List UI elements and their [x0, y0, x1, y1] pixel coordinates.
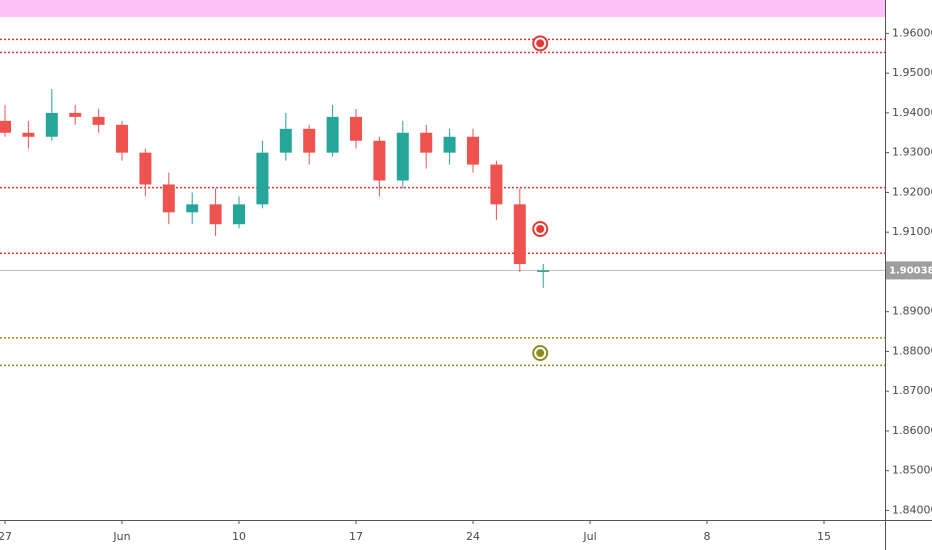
y-tick-label: 1.84000	[892, 503, 932, 516]
x-tick-label: 10	[232, 530, 246, 543]
price-label-bg	[886, 261, 932, 280]
candle-body	[162, 184, 175, 213]
x-tick-label: Jul	[582, 530, 596, 543]
y-tick-label: 1.85000	[892, 464, 932, 477]
candle-body	[420, 132, 433, 153]
y-tick-label: 1.94000	[892, 106, 932, 119]
candle-body	[467, 136, 479, 165]
x-tick-label: 24	[466, 530, 480, 543]
y-tick-label: 1.86000	[892, 424, 932, 437]
shaded-band	[0, 0, 885, 18]
y-tick-label: 1.92000	[892, 185, 932, 198]
candle-body	[303, 128, 316, 153]
y-tick-label: 1.91000	[892, 225, 932, 238]
candle-body	[350, 116, 362, 141]
alert-marker-dot	[536, 224, 545, 233]
candle-body	[513, 204, 526, 264]
candle-body	[209, 204, 222, 225]
candle-body	[139, 152, 152, 185]
candle-body	[186, 204, 199, 213]
candle-body	[396, 132, 409, 181]
y-tick-label: 1.87000	[892, 384, 932, 397]
y-tick-label: 1.88000	[892, 344, 932, 357]
candle-body	[0, 120, 11, 133]
candle-body	[22, 132, 35, 137]
candle-body	[537, 270, 550, 272]
x-tick-label: 8	[704, 530, 711, 543]
y-tick-label: 1.89000	[892, 305, 932, 318]
x-tick-label: 27	[0, 530, 12, 543]
candle-body	[490, 164, 503, 205]
candle-body	[92, 116, 105, 125]
y-tick-label: 1.93000	[892, 146, 932, 159]
candle-body	[45, 112, 58, 137]
candle-body	[373, 140, 386, 181]
alert-marker-dot	[536, 349, 545, 358]
candle-body	[69, 112, 82, 117]
y-tick-label: 1.96000	[892, 26, 932, 39]
alert-marker-dot	[536, 39, 545, 48]
candle-body	[326, 116, 339, 153]
y-tick-label: 1.95000	[892, 66, 932, 79]
price-label: 1.90038	[889, 265, 932, 276]
candle-body	[279, 128, 292, 153]
x-tick-label: 15	[817, 530, 831, 543]
x-tick-label: Jun	[112, 530, 130, 543]
x-tick-label: 17	[349, 530, 363, 543]
candle-body	[256, 152, 269, 205]
candle-body	[116, 124, 128, 153]
candle-body	[233, 204, 245, 225]
candle-body	[443, 136, 456, 153]
